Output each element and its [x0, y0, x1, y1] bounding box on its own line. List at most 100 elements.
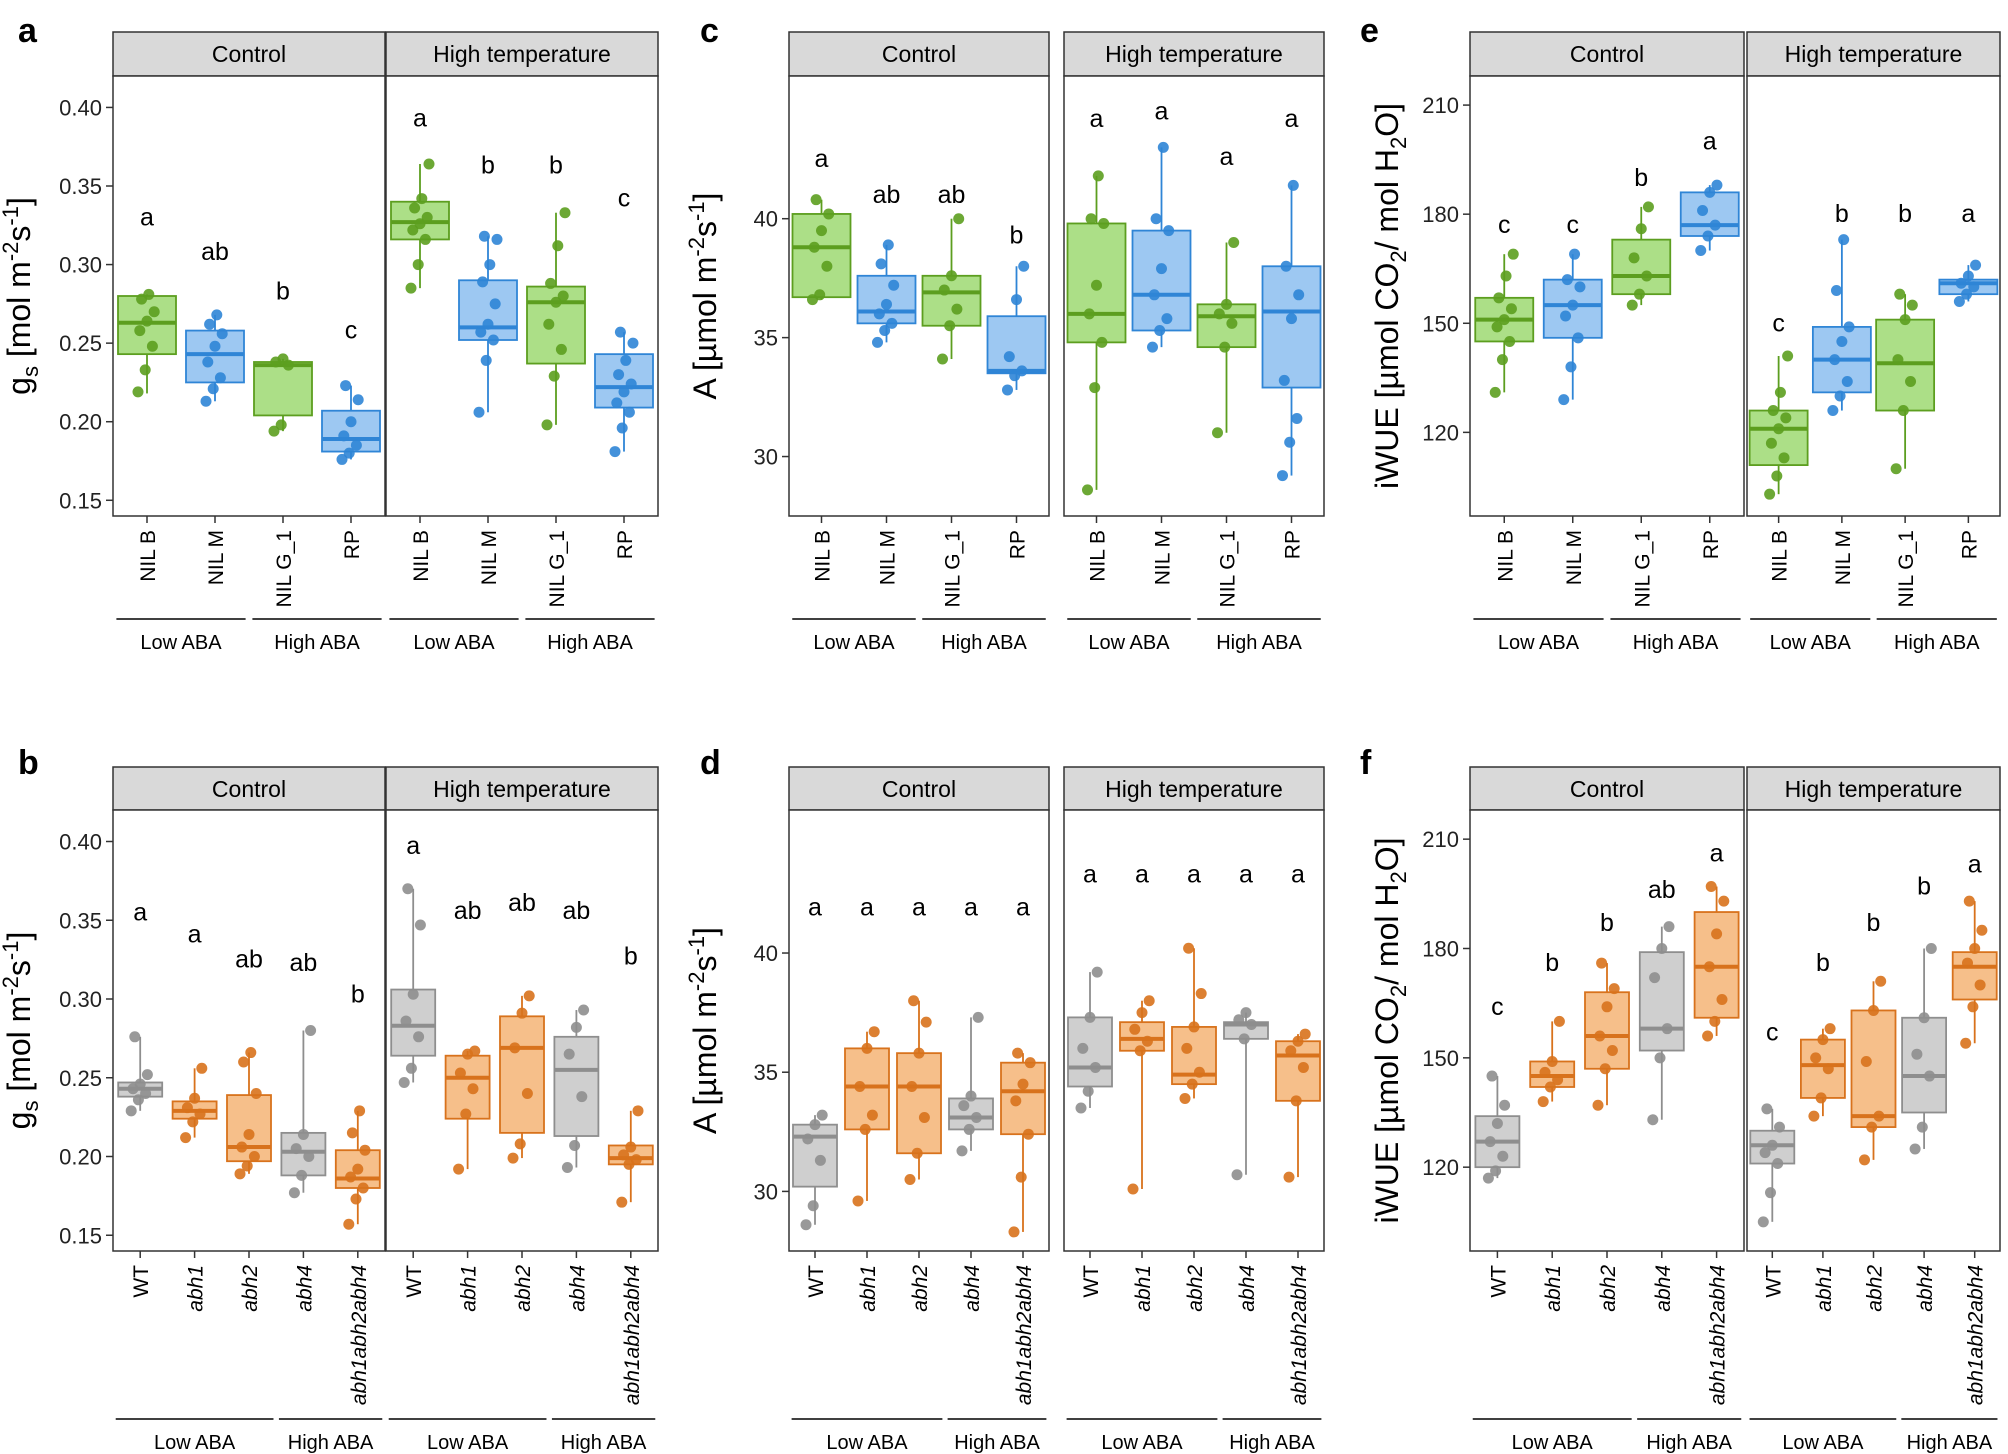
- data-point: [141, 1069, 153, 1081]
- data-point: [1011, 294, 1022, 306]
- significance-letter: c: [1498, 211, 1511, 239]
- significance-letter: c: [1491, 993, 1504, 1021]
- x-tick-label: RP: [1958, 530, 1981, 559]
- group-label: High ABA: [274, 632, 360, 654]
- facet-strip: [788, 766, 1050, 811]
- data-point: [1905, 375, 1917, 387]
- data-point: [1500, 270, 1512, 282]
- data-point: [296, 1169, 308, 1181]
- x-tick-label: abh2: [1864, 1265, 1887, 1312]
- x-tick-label: RP: [1282, 530, 1305, 559]
- data-point: [1283, 1171, 1295, 1183]
- group-label: Low ABA: [1101, 1432, 1183, 1454]
- data-point: [1098, 217, 1110, 229]
- box-iqr: [896, 1052, 942, 1155]
- data-point: [1489, 386, 1501, 398]
- facet-title: High temperature: [1105, 776, 1283, 802]
- data-point: [1212, 427, 1223, 439]
- significance-letter: a: [1090, 105, 1104, 133]
- x-tick-label: WT: [1080, 1265, 1103, 1298]
- data-point: [1808, 1110, 1820, 1122]
- y-tick-label: 150: [1422, 1046, 1459, 1071]
- data-point: [821, 260, 833, 272]
- data-point: [1838, 234, 1850, 246]
- data-point: [938, 284, 950, 296]
- box-wt: a WT: [792, 894, 838, 1298]
- box-iqr: [1611, 238, 1672, 296]
- data-point: [1757, 1216, 1769, 1228]
- x-tick-label: WT: [1487, 1265, 1510, 1298]
- significance-letter: a: [1155, 98, 1169, 126]
- data-point: [350, 439, 362, 451]
- facet-title: High temperature: [433, 41, 611, 67]
- x-tick-label: WT: [805, 1265, 828, 1298]
- data-point: [1817, 1034, 1829, 1046]
- x-tick-label: RP: [341, 530, 364, 559]
- significance-letter: ab: [454, 897, 482, 925]
- box-abh1abh2abh4: a abh1abh2abh4: [1275, 860, 1321, 1405]
- x-tick-label: abh1abh2abh4: [1707, 1265, 1730, 1405]
- data-point: [882, 239, 894, 251]
- data-point: [616, 422, 628, 434]
- data-point: [1299, 1028, 1311, 1040]
- data-point: [1077, 1042, 1089, 1054]
- data-point: [1968, 281, 1980, 293]
- data-point: [491, 233, 503, 245]
- x-tick-label: abh2: [909, 1265, 932, 1312]
- data-point: [423, 158, 435, 170]
- significance-letter: c: [618, 185, 631, 213]
- data-point: [1897, 405, 1909, 417]
- significance-letter: a: [1968, 851, 1982, 879]
- data-point: [482, 318, 494, 330]
- data-point: [1924, 1070, 1935, 1082]
- x-tick-label: NIL M: [877, 530, 900, 585]
- box-iqr: [1951, 951, 1998, 1001]
- significance-letter: b: [481, 152, 495, 180]
- box-abh1abh2abh4: a abh1abh2abh4: [1951, 851, 1998, 1405]
- x-tick-label: abh1abh2abh4: [621, 1265, 644, 1405]
- x-tick-label: abh1: [458, 1265, 481, 1312]
- x-tick-label: NIL B: [410, 530, 433, 582]
- data-point: [336, 453, 348, 465]
- data-point: [576, 1091, 588, 1103]
- data-point: [937, 353, 948, 365]
- data-point: [951, 303, 963, 315]
- x-tick-label: WT: [1762, 1265, 1785, 1298]
- box-abh1abh2abh4: a abh1abh2abh4: [1693, 840, 1740, 1405]
- significance-letter: ab: [201, 238, 229, 266]
- data-point: [1873, 1110, 1885, 1122]
- data-point: [1641, 270, 1653, 282]
- box-iqr: [1067, 1016, 1113, 1088]
- data-point: [1782, 350, 1794, 362]
- data-point: [1008, 1226, 1020, 1238]
- data-point: [1497, 1150, 1509, 1162]
- data-point: [1702, 1030, 1714, 1042]
- data-point: [359, 1144, 371, 1156]
- data-point: [611, 397, 623, 409]
- data-point: [1277, 470, 1288, 482]
- significance-letter: ab: [508, 889, 536, 917]
- facet-strip: [385, 31, 659, 77]
- significance-letter: ab: [1648, 876, 1676, 904]
- group-label: High ABA: [954, 1432, 1040, 1454]
- data-point: [1841, 375, 1853, 387]
- data-point: [1491, 321, 1503, 333]
- significance-letter: b: [1634, 164, 1648, 192]
- data-point: [407, 224, 419, 236]
- data-point: [194, 1108, 206, 1120]
- y-tick-label: 40: [754, 941, 778, 966]
- facet-title: Control: [212, 776, 286, 802]
- group-label: High ABA: [1229, 1432, 1315, 1454]
- plot-frame: [1469, 75, 1745, 517]
- data-point: [1969, 942, 1981, 954]
- data-point: [1240, 1007, 1252, 1019]
- facet-high-temperature: High temperatureaWTababh1ababh2ababh4bab…: [385, 766, 659, 1454]
- data-point: [1188, 1021, 1200, 1033]
- data-point: [1231, 1169, 1243, 1181]
- significance-letter: a: [1239, 860, 1253, 888]
- box-nil-b: c NIL B: [1748, 309, 1809, 582]
- x-tick-label: NIL B: [1769, 530, 1792, 582]
- data-point: [1148, 289, 1160, 301]
- data-point: [1089, 1061, 1101, 1073]
- data-point: [1780, 412, 1792, 424]
